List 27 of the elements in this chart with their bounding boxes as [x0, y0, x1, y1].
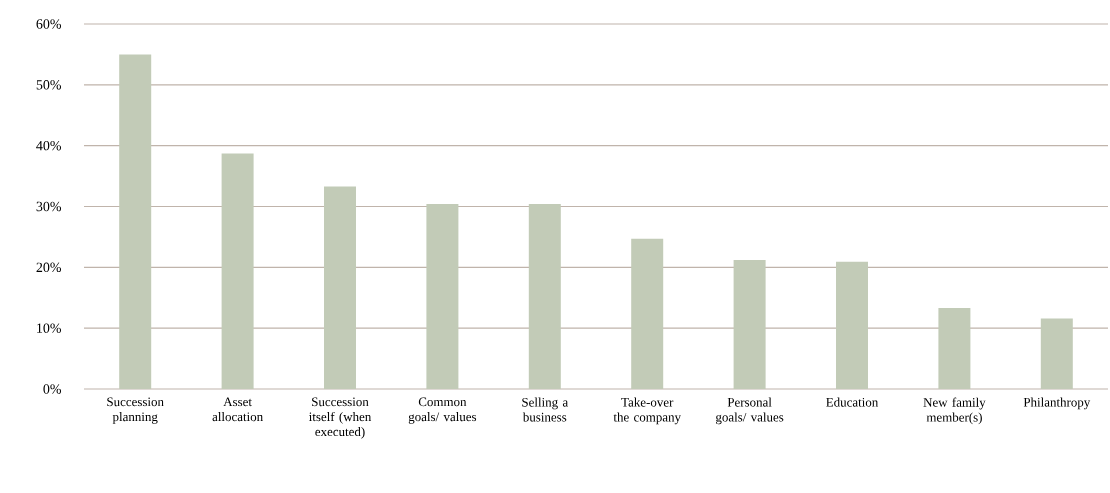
x-tick-label: Personal goals/ values	[716, 397, 784, 425]
bar	[324, 186, 356, 389]
y-tick-label: 50%	[36, 80, 62, 90]
x-tick-label: Succession itself (when executed)	[308, 397, 372, 439]
y-tick-label: 30%	[36, 201, 62, 212]
y-tick-label: 40%	[36, 140, 62, 151]
x-tick-label: Philanthropy	[1023, 397, 1091, 410]
bar	[631, 238, 664, 389]
bar	[119, 54, 152, 389]
bar	[221, 153, 254, 389]
bar	[733, 260, 766, 389]
x-tick-label: Education	[826, 397, 879, 407]
bar	[528, 204, 561, 389]
y-tick-label: 20%	[36, 262, 62, 273]
bar	[1040, 318, 1073, 389]
y-tick-label: 10%	[37, 323, 62, 333]
bar	[426, 204, 459, 389]
x-tick-label: Take-over the company	[613, 397, 681, 425]
x-tick-label: Common goals/ values	[408, 397, 477, 424]
y-tick-label: 60%	[36, 19, 62, 29]
x-tick-label: Asset allocation	[212, 397, 263, 422]
x-tick-label: New family member(s)	[923, 397, 986, 425]
y-tick-label: 0%	[43, 384, 62, 394]
x-tick-label: Selling a business	[522, 397, 569, 422]
bar	[836, 261, 868, 389]
bar	[938, 308, 971, 389]
x-tick-label: Succession planning	[107, 397, 164, 424]
